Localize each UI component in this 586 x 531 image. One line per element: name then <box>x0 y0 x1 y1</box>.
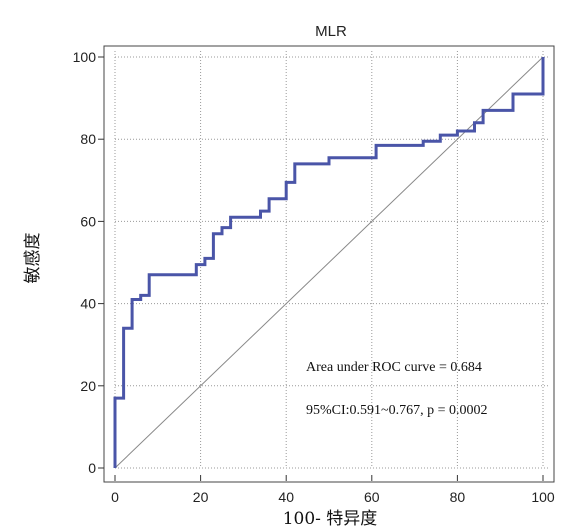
x-tick-label: 40 <box>278 489 294 505</box>
y-tick-label: 20 <box>80 378 96 394</box>
roc-curve <box>113 57 545 468</box>
grid-lines <box>114 51 549 469</box>
y-tick-label: 80 <box>80 131 96 147</box>
x-tick-label: 80 <box>450 489 466 505</box>
x-tick-label: 20 <box>193 489 209 505</box>
reference-line <box>114 56 544 469</box>
y-tick-label: 40 <box>80 296 96 312</box>
ci-annotation: 95%CI:0.591~0.767, p = 0.0002 <box>306 403 488 418</box>
x-axis-label: 100- 特异度 <box>283 509 378 529</box>
chart-title: MLR <box>315 23 347 40</box>
x-tick-label: 100 <box>531 489 555 505</box>
y-axis-label: 敏感度 <box>23 233 43 284</box>
x-tick-labels: 0 20 40 60 80 100 <box>111 489 555 505</box>
y-tick-label: 0 <box>88 460 96 476</box>
y-tick-label: 60 <box>80 213 96 229</box>
x-tick-label: 60 <box>364 489 380 505</box>
x-tick-label: 0 <box>111 489 119 505</box>
axes <box>98 56 544 481</box>
reference-diagonal <box>114 56 544 469</box>
y-tick-label: 100 <box>73 49 97 65</box>
y-tick-labels: 0 20 40 60 80 100 <box>73 49 97 476</box>
auc-annotation: Area under ROC curve = 0.684 <box>306 360 482 375</box>
roc-series <box>113 57 545 468</box>
plot-frame <box>103 45 555 483</box>
